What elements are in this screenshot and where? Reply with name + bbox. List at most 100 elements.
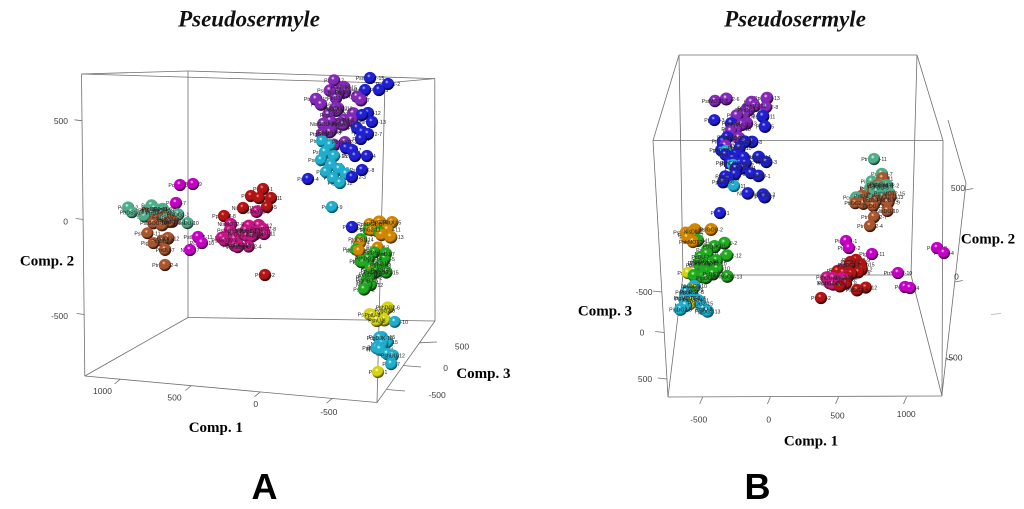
svg-text:PtrDJ-14: PtrDJ-14: [341, 118, 362, 124]
svg-text:PphDJ-11: PphDJ-11: [743, 104, 766, 110]
svg-text:NisDBJ-9: NisDBJ-9: [328, 91, 350, 97]
svg-text:NisDU-1: NisDU-1: [684, 229, 704, 235]
svg-text:PtrDBJ-10: PtrDBJ-10: [728, 146, 752, 152]
svg-text:PtrDS1-14: PtrDS1-14: [120, 210, 144, 216]
svg-text:PtrDU-12: PtrDU-12: [862, 204, 884, 210]
svg-text:PstMOT2-5: PstMOT2-5: [690, 261, 717, 267]
svg-text:500: 500: [455, 342, 469, 352]
svg-text:0: 0: [443, 363, 448, 373]
svg-text:NisGOU-10: NisGOU-10: [310, 122, 337, 128]
svg-text:PcgU-4: PcgU-4: [246, 233, 263, 239]
svg-text:PphDJK-4: PphDJK-4: [870, 183, 894, 189]
svg-text:PsmMOT2-10: PsmMOT2-10: [694, 262, 726, 268]
svg-text:PshDU-12: PshDU-12: [381, 354, 405, 360]
svg-text:PtgDBJ-4: PtgDBJ-4: [151, 239, 173, 245]
svg-text:PplDG1-8: PplDG1-8: [318, 130, 341, 136]
svg-text:PigDG2-5: PigDG2-5: [669, 308, 692, 314]
svg-text:PigDG1-2: PigDG1-2: [738, 108, 761, 114]
svg-text:PslDS1-10: PslDS1-10: [364, 270, 389, 276]
svg-text:PcDBJ-6: PcDBJ-6: [863, 198, 884, 204]
svg-text:1000: 1000: [93, 386, 112, 396]
svg-text:Pseudosermyle: Pseudosermyle: [723, 7, 866, 32]
svg-text:PtrOU-7: PtrOU-7: [156, 248, 175, 254]
svg-text:PtrMOT2-2: PtrMOT2-2: [332, 140, 358, 146]
svg-text:PphMOT2-15: PphMOT2-15: [874, 192, 905, 198]
svg-text:PstDG1-11: PstDG1-11: [726, 136, 751, 142]
svg-text:PtgDS1-14: PtgDS1-14: [348, 238, 373, 244]
svg-text:1000: 1000: [897, 409, 916, 419]
svg-text:PsmDG2-8: PsmDG2-8: [250, 227, 276, 233]
svg-text:PcG2-9: PcG2-9: [371, 220, 389, 226]
svg-text:PstGOU-1: PstGOU-1: [747, 174, 771, 180]
svg-text:PstDS1-1: PstDS1-1: [363, 250, 385, 256]
svg-text:PtrDJ-6: PtrDJ-6: [146, 211, 164, 217]
svg-text:PtgMOT2-9: PtgMOT2-9: [674, 296, 701, 302]
svg-text:PsmGOU-13: PsmGOU-13: [713, 275, 743, 281]
svg-text:Comp. 2: Comp. 2: [20, 254, 74, 270]
svg-text:PsmDG1-12: PsmDG1-12: [324, 106, 353, 112]
svg-text:PplOU-11: PplOU-11: [731, 123, 754, 129]
svg-text:PslDS1-7: PslDS1-7: [152, 215, 174, 221]
svg-text:PslU-8: PslU-8: [854, 194, 870, 200]
svg-text:PshDG2-8: PshDG2-8: [680, 290, 704, 296]
svg-text:PstDS1-8: PstDS1-8: [833, 278, 855, 284]
svg-text:PstU-9: PstU-9: [333, 122, 349, 128]
svg-text:500: 500: [167, 393, 181, 403]
svg-text:0: 0: [63, 217, 68, 227]
svg-text:PstGOU-10: PstGOU-10: [140, 221, 167, 227]
svg-text:PtrDU-5: PtrDU-5: [683, 286, 702, 292]
svg-text:PcgG2-9: PcgG2-9: [375, 308, 396, 314]
svg-text:Comp. 2: Comp. 2: [961, 232, 1015, 248]
svg-text:PslG2-14: PslG2-14: [867, 184, 889, 190]
svg-text:PcG2-11: PcG2-11: [717, 135, 737, 141]
svg-text:PigU-14: PigU-14: [722, 122, 741, 128]
svg-text:500: 500: [54, 116, 68, 126]
svg-text:PtgG2-9: PtgG2-9: [735, 140, 754, 146]
svg-text:Comp. 3: Comp. 3: [456, 366, 510, 382]
svg-text:500: 500: [951, 183, 965, 193]
svg-text:PtgDU-2: PtgDU-2: [335, 90, 355, 96]
svg-text:PplOU-2: PplOU-2: [840, 260, 860, 266]
svg-text:-500: -500: [690, 415, 707, 425]
svg-text:NisDS1-1: NisDS1-1: [235, 228, 257, 234]
svg-text:PshDG2-15: PshDG2-15: [720, 161, 747, 167]
svg-text:PphDJ-11: PphDJ-11: [157, 218, 180, 224]
svg-text:B: B: [745, 466, 771, 507]
svg-text:PslMOT2-8: PslMOT2-8: [243, 210, 269, 216]
svg-text:PcgDJK-15: PcgDJK-15: [331, 85, 357, 91]
svg-text:PtrDJK-11: PtrDJK-11: [703, 245, 727, 251]
svg-text:PigDJK-2: PigDJK-2: [836, 276, 858, 282]
svg-text:PcgMOT2-1: PcgMOT2-1: [158, 219, 186, 225]
svg-text:0: 0: [253, 399, 258, 409]
svg-text:PplDG1-1: PplDG1-1: [167, 213, 190, 219]
svg-text:PtrDJK-13: PtrDJK-13: [323, 107, 347, 113]
svg-text:PsmDJ-14: PsmDJ-14: [239, 229, 263, 235]
svg-text:PcgDBJ-15: PcgDBJ-15: [225, 243, 251, 249]
svg-text:PtrDBJ-6: PtrDBJ-6: [370, 264, 391, 270]
svg-text:PshDG2-6: PshDG2-6: [376, 306, 400, 312]
svg-text:PsmG2-11: PsmG2-11: [356, 228, 381, 234]
svg-text:PshDG2-11: PshDG2-11: [729, 166, 756, 172]
svg-text:PcDG1-11: PcDG1-11: [228, 233, 252, 239]
svg-text:-500: -500: [429, 390, 446, 400]
svg-text:PshDG2-14: PshDG2-14: [355, 257, 382, 263]
svg-text:0: 0: [954, 272, 959, 282]
svg-text:-500: -500: [945, 353, 962, 363]
svg-text:PshDU-5: PshDU-5: [868, 185, 889, 191]
svg-text:PshDG2-2: PshDG2-2: [751, 192, 775, 198]
svg-text:PigDBJ-8: PigDBJ-8: [356, 278, 378, 284]
svg-text:PtrU-15: PtrU-15: [138, 209, 156, 215]
svg-text:PsmDS1-5: PsmDS1-5: [217, 229, 242, 235]
svg-text:-500: -500: [320, 407, 337, 417]
svg-text:PsmOU-7: PsmOU-7: [872, 195, 895, 201]
svg-text:PcgU-8: PcgU-8: [695, 307, 712, 313]
svg-text:NisDBJ-2: NisDBJ-2: [683, 296, 705, 302]
svg-text:PplU-8: PplU-8: [364, 313, 380, 319]
svg-text:PstGOU-14: PstGOU-14: [691, 260, 718, 266]
svg-text:Comp. 3: Comp. 3: [578, 304, 632, 320]
svg-text:PigOU-7: PigOU-7: [715, 174, 735, 180]
svg-text:PtgDG1-8: PtgDG1-8: [838, 263, 861, 269]
svg-text:PtrDG2-5: PtrDG2-5: [844, 201, 866, 207]
svg-text:PstMOT2-5: PstMOT2-5: [702, 99, 729, 105]
svg-text:PtrDG1-11: PtrDG1-11: [331, 122, 356, 128]
